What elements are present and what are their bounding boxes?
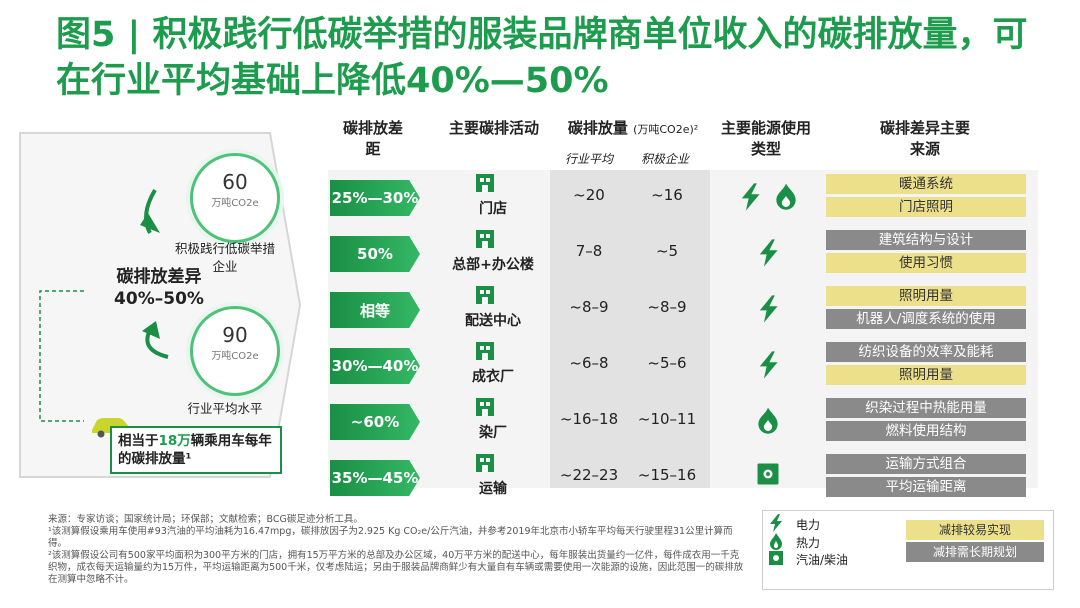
- industry-avg-value: 7–8: [575, 242, 603, 260]
- header-gap: 碳排放差距: [342, 119, 403, 158]
- source-item: 平均运输距离: [826, 477, 1026, 497]
- top-unit: 万吨CO2e: [211, 198, 259, 209]
- legend-power: 电力: [796, 518, 821, 532]
- activity-label: 总部+办公楼: [452, 257, 534, 273]
- fuel-icon: [756, 462, 780, 490]
- energy-icons: [728, 350, 808, 384]
- footnotes: 来源：专家访谈；国家统计局；环保部；文献检索；BCG碳足迹分析工具。 ¹该测算假…: [48, 514, 748, 586]
- activity-label: 配送中心: [465, 313, 521, 329]
- activity-icon: [472, 284, 498, 310]
- header-emission: 碳排放量 (万吨CO2e)²: [548, 118, 718, 140]
- bolt-icon: [739, 182, 761, 216]
- energy-icons: [728, 462, 808, 490]
- gap-tab: 25%—30%: [330, 180, 420, 216]
- header-activity: 主要碳排活动: [448, 119, 539, 137]
- gap-tab: 35%—45%: [330, 460, 420, 496]
- source-item: 建筑结构与设计: [826, 230, 1026, 250]
- source-item: 照明用量: [826, 286, 1026, 306]
- proactive-value: ~10–11: [637, 410, 697, 428]
- note-source: 来源：专家访谈；国家统计局；环保部；文献检索；BCG碳足迹分析工具。: [48, 514, 363, 525]
- industry-avg-value: ~20: [573, 186, 605, 204]
- header-energy: 主要能源使用类型: [720, 119, 811, 158]
- bolt-icon: [757, 294, 779, 328]
- legend-box: [762, 510, 1054, 590]
- emission-column-background: [550, 170, 710, 488]
- proactive-value: ~5: [655, 242, 679, 260]
- car-text-b: 辆乘用车每年的碳排放量¹: [118, 433, 272, 467]
- flame-icon: [775, 182, 797, 216]
- industry-avg-value: ~22–23: [559, 466, 619, 484]
- page-title: 图5 | 积极践行低碳举措的服装品牌商单位收入的碳排放量，可在行业平均基础上降低…: [56, 15, 1028, 101]
- source-item: 门店照明: [826, 197, 1026, 217]
- energy-icons: [728, 238, 808, 272]
- bolt-icon: [757, 350, 779, 384]
- legend-long: 减排需长期规划: [906, 542, 1044, 562]
- gap-tab: 相等: [330, 292, 420, 328]
- note-1: ¹该测算假设乘用车使用#93汽油的平均油耗为16.47mpg，碳排放因子为2.9…: [48, 526, 733, 549]
- activity-label: 运输: [479, 481, 507, 497]
- source-item: 运输方式组合: [826, 454, 1026, 474]
- activity-icon: [472, 452, 498, 478]
- proactive-value: ~16: [651, 186, 683, 204]
- car-text-a: 相当于: [118, 433, 159, 449]
- bolt-icon: [757, 238, 779, 272]
- energy-icons: [728, 182, 808, 216]
- header-emission-unit: (万吨CO2e)²: [633, 123, 699, 136]
- legend-bolt-icon: [770, 514, 782, 532]
- legend-easy: 减排较易实现: [906, 520, 1044, 540]
- header-emission-label: 碳排放量: [567, 119, 628, 137]
- diff-box: 碳排放差异 40%–50%: [94, 266, 224, 310]
- car-equivalent-box: 相当于18万辆乘用车每年的碳排放量¹: [110, 426, 282, 474]
- source-item: 机器人/调度系统的使用: [826, 309, 1026, 329]
- activity-label: 染厂: [479, 425, 507, 441]
- header-proactive: 积极企业: [640, 152, 689, 166]
- gap-tab: 30%—40%: [330, 348, 420, 384]
- top-value: 60: [222, 170, 248, 194]
- bottom-unit: 万吨CO2e: [211, 351, 259, 362]
- diff-title: 碳排放差异: [116, 267, 202, 287]
- bottom-label: 行业平均水平: [187, 401, 263, 416]
- industry-avg-value: ~16–18: [559, 410, 619, 428]
- activity-icon: [472, 228, 498, 254]
- industry-avg-value: ~6–8: [569, 354, 609, 372]
- header-source: 碳排差异主要来源: [880, 119, 971, 158]
- proactive-value: ~8–9: [647, 298, 687, 316]
- industry-avg-value: ~8–9: [569, 298, 609, 316]
- flame-icon: [757, 406, 779, 438]
- note-2: ²该测算假设公司有500家平均面积为300平方米的门店，拥有15万平方米的总部及…: [48, 550, 744, 585]
- bottom-value-circle: 90 万吨CO2e: [190, 306, 280, 396]
- bottom-value: 90: [222, 323, 248, 347]
- activity-label: 成衣厂: [472, 369, 514, 385]
- source-item: 使用习惯: [826, 253, 1026, 273]
- gap-tab: ~60%: [330, 404, 420, 440]
- energy-icons: [728, 294, 808, 328]
- legend-flame-icon: [770, 533, 782, 550]
- car-highlight: 18万: [158, 433, 191, 449]
- source-item: 燃料使用结构: [826, 421, 1026, 441]
- header-industry-avg: 行业平均: [564, 152, 613, 166]
- source-item: 织染过程中热能用量: [826, 398, 1026, 418]
- activity-icon: [472, 396, 498, 422]
- source-item: 照明用量: [826, 365, 1026, 385]
- diff-value: 40%–50%: [114, 289, 204, 309]
- gap-tab: 50%: [330, 236, 420, 272]
- activity-icon: [472, 340, 498, 366]
- source-item: 纺织设备的效率及能耗: [826, 342, 1026, 362]
- legend-fuel: 汽油/柴油: [796, 553, 849, 567]
- proactive-value: ~15–16: [637, 466, 697, 484]
- source-item: 暖通系统: [826, 174, 1026, 194]
- top-label: 积极践行低碳举措企业: [174, 241, 275, 274]
- proactive-value: ~5–6: [647, 354, 687, 372]
- legend-fuel-icon: [769, 551, 783, 565]
- activity-icon: [472, 172, 498, 198]
- energy-icons: [728, 406, 808, 438]
- top-value-circle: 60 万吨CO2e: [190, 153, 280, 243]
- activity-label: 门店: [479, 201, 507, 217]
- legend-heat: 热力: [796, 536, 821, 550]
